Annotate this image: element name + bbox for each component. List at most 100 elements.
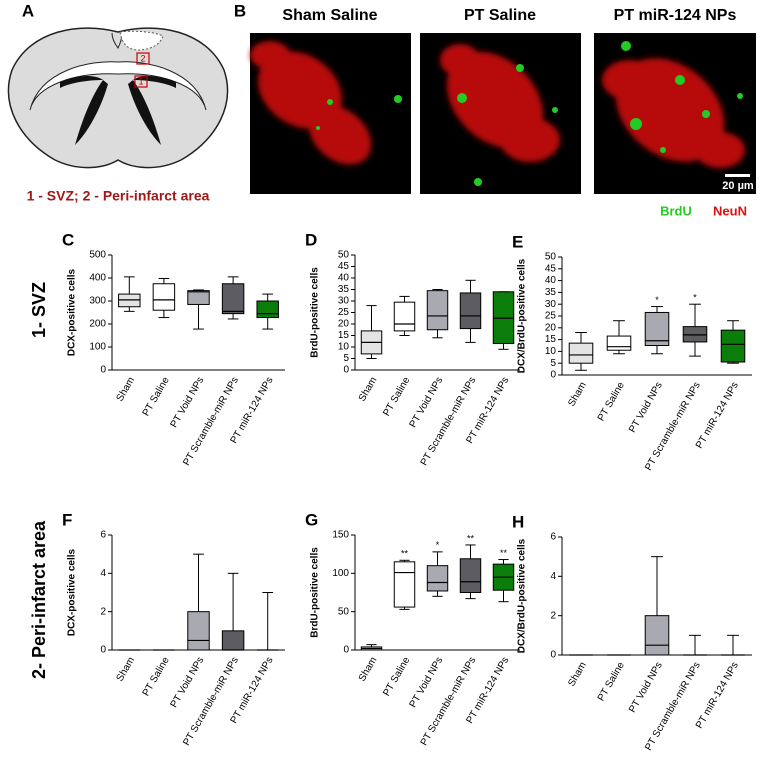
box (644, 615, 670, 656)
x-tick-label: PT Saline (141, 375, 172, 418)
y-tick-label: 40 (338, 273, 350, 284)
region-number: 2 (140, 53, 145, 63)
y-axis-label: DCX-positive cells (67, 548, 78, 636)
micrograph (420, 33, 581, 194)
y-tick-label: 0 (343, 645, 349, 656)
y-tick-label: 200 (89, 319, 106, 330)
channel-label: BrdU (660, 203, 692, 218)
y-tick-label: 100 (332, 568, 349, 579)
box (393, 301, 416, 332)
box (720, 329, 746, 363)
panel-label: H (512, 512, 524, 531)
y-tick-label: 0 (100, 645, 106, 656)
box (256, 300, 279, 319)
y-tick-label: 6 (550, 532, 556, 543)
significance: ** (401, 549, 409, 559)
panel-label: C (62, 230, 74, 249)
x-tick-label: PT Saline (381, 375, 412, 418)
panel-label: B (234, 1, 246, 20)
x-tick-label: PT Saline (596, 660, 627, 703)
row-label: 1- SVZ (29, 282, 49, 338)
y-tick-label: 10 (338, 342, 350, 353)
y-tick-label: 35 (545, 287, 557, 298)
x-tick-label: PT Saline (596, 380, 627, 423)
row-label: 2- Peri-infarct area (29, 520, 49, 679)
box (568, 342, 594, 364)
y-axis-label: BrdU-positive cells (310, 267, 321, 358)
y-tick-label: 45 (545, 263, 557, 274)
box (152, 283, 176, 311)
y-tick-label: 30 (545, 299, 557, 310)
x-tick-label: PT Void NPs (627, 380, 665, 434)
y-tick-label: 20 (545, 322, 557, 333)
x-tick-label: Sham (357, 655, 380, 683)
y-tick-label: 4 (550, 571, 556, 582)
panel-label: G (305, 510, 318, 529)
box (426, 290, 449, 331)
y-tick-label: 100 (89, 342, 106, 353)
y-tick-label: 300 (89, 296, 106, 307)
y-axis-label: BrdU-positive cells (310, 547, 321, 638)
y-tick-label: 40 (545, 275, 557, 286)
region-number: 1 (138, 76, 143, 86)
box (426, 565, 449, 592)
box (221, 283, 245, 315)
y-tick-label: 15 (545, 334, 557, 345)
box (459, 292, 482, 330)
box (393, 561, 416, 608)
y-tick-label: 0 (550, 370, 556, 381)
y-tick-label: 45 (338, 261, 350, 272)
image-title: Sham Saline (282, 7, 377, 24)
image-title: PT miR-124 NPs (614, 7, 737, 24)
scale-bar-label: 20 µm (722, 180, 754, 192)
box (221, 630, 245, 651)
x-tick-label: Sham (357, 375, 380, 403)
box (459, 558, 482, 593)
channel-label: NeuN (713, 203, 747, 218)
significance: * (693, 293, 697, 303)
brain-diagram (7, 27, 229, 169)
y-axis-label: DCX-positive cells (67, 268, 78, 356)
significance: ** (500, 548, 508, 558)
y-tick-label: 0 (343, 365, 349, 376)
y-tick-label: 0 (100, 365, 106, 376)
y-tick-label: 500 (89, 250, 106, 261)
panel-label: A (22, 1, 34, 20)
x-tick-label: PT miR-124 NPs (694, 660, 741, 730)
x-tick-label: Sham (115, 375, 138, 403)
panel-label: D (305, 230, 317, 249)
y-tick-label: 4 (100, 568, 106, 579)
y-tick-label: 6 (100, 530, 106, 541)
x-tick-label: Sham (566, 380, 589, 408)
y-tick-label: 20 (338, 319, 350, 330)
y-tick-label: 5 (343, 353, 349, 364)
x-tick-label: PT miR-124 NPs (694, 380, 741, 450)
y-tick-label: 50 (338, 250, 350, 261)
y-tick-label: 0 (550, 650, 556, 661)
y-tick-label: 400 (89, 273, 106, 284)
x-tick-label: Sham (115, 655, 138, 683)
micrograph (250, 33, 411, 194)
x-tick-label: PT Saline (381, 655, 412, 698)
y-axis-label: DCX/BrdU-positive cells (517, 258, 528, 373)
y-tick-label: 150 (332, 530, 349, 541)
micrograph (594, 33, 756, 194)
y-tick-label: 5 (550, 358, 556, 369)
panel-label: E (512, 232, 523, 251)
x-tick-label: PT Void NPs (408, 375, 446, 429)
box (606, 335, 632, 351)
region-legend: 1 - SVZ; 2 - Peri-infarct area (27, 188, 210, 204)
x-tick-label: PT Saline (141, 655, 172, 698)
panel-label: F (62, 510, 72, 529)
y-axis-label: DCX/BrdU-positive cells (517, 538, 528, 653)
x-tick-label: PT Void NPs (627, 660, 665, 714)
box (644, 311, 670, 346)
y-tick-label: 30 (338, 296, 350, 307)
significance: * (436, 540, 440, 550)
y-tick-label: 15 (338, 330, 350, 341)
x-tick-label: PT Void NPs (408, 655, 446, 709)
y-tick-label: 2 (100, 606, 106, 617)
y-tick-label: 2 (550, 610, 556, 621)
x-tick-label: Sham (566, 660, 589, 688)
